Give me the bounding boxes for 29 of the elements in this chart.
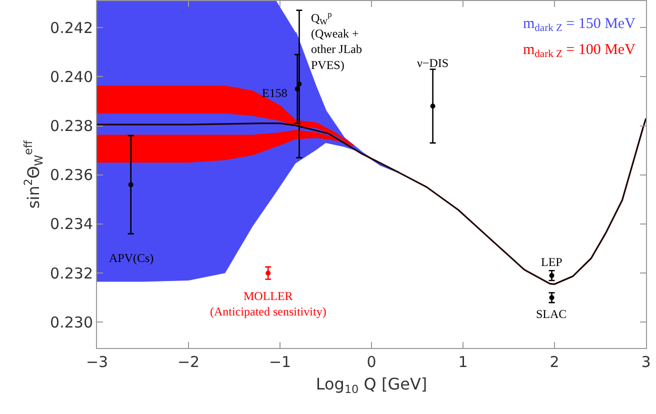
y-tick-label: 0.230 (50, 313, 93, 332)
text: m$_{dark Z}$ = 150 MeV (523, 16, 636, 34)
annotation: SLAC (536, 307, 567, 321)
x-tick-label: 2 (550, 353, 560, 371)
x-tick-label: 3 (641, 353, 651, 371)
annotation: E158 (262, 86, 288, 100)
point (296, 82, 302, 86)
x-tick-label: 0 (366, 353, 376, 371)
y-tick-label: 0.232 (50, 264, 93, 282)
x-tick-label: −2 (177, 353, 200, 371)
x-tick-label: −1 (268, 353, 292, 371)
annotation: ν−DIS (417, 56, 449, 70)
x-axis-title: Log$_{10}$ Q [GeV] (316, 374, 428, 396)
y-tick-label: 0.242 (50, 18, 93, 37)
line-series (97, 118, 646, 285)
point (266, 270, 271, 276)
annotation: APV(Cs) (109, 251, 154, 265)
text: m$_{dark Z}$ = 100 MeV (523, 42, 636, 60)
point (128, 182, 134, 188)
point (430, 104, 436, 109)
annotation: LEP (541, 255, 563, 269)
y-tick-label: 0.240 (50, 68, 93, 86)
y-tick-label: 0.238 (50, 117, 93, 135)
y-tick-label: 0.236 (50, 166, 93, 184)
x-tick-label: 1 (458, 353, 468, 371)
x-tick-label: −3 (86, 353, 108, 371)
point (294, 86, 300, 92)
y-tick-label: 0.234 (50, 215, 93, 234)
annotation: MOLLER (Anticipated sensitivity) (210, 289, 326, 319)
